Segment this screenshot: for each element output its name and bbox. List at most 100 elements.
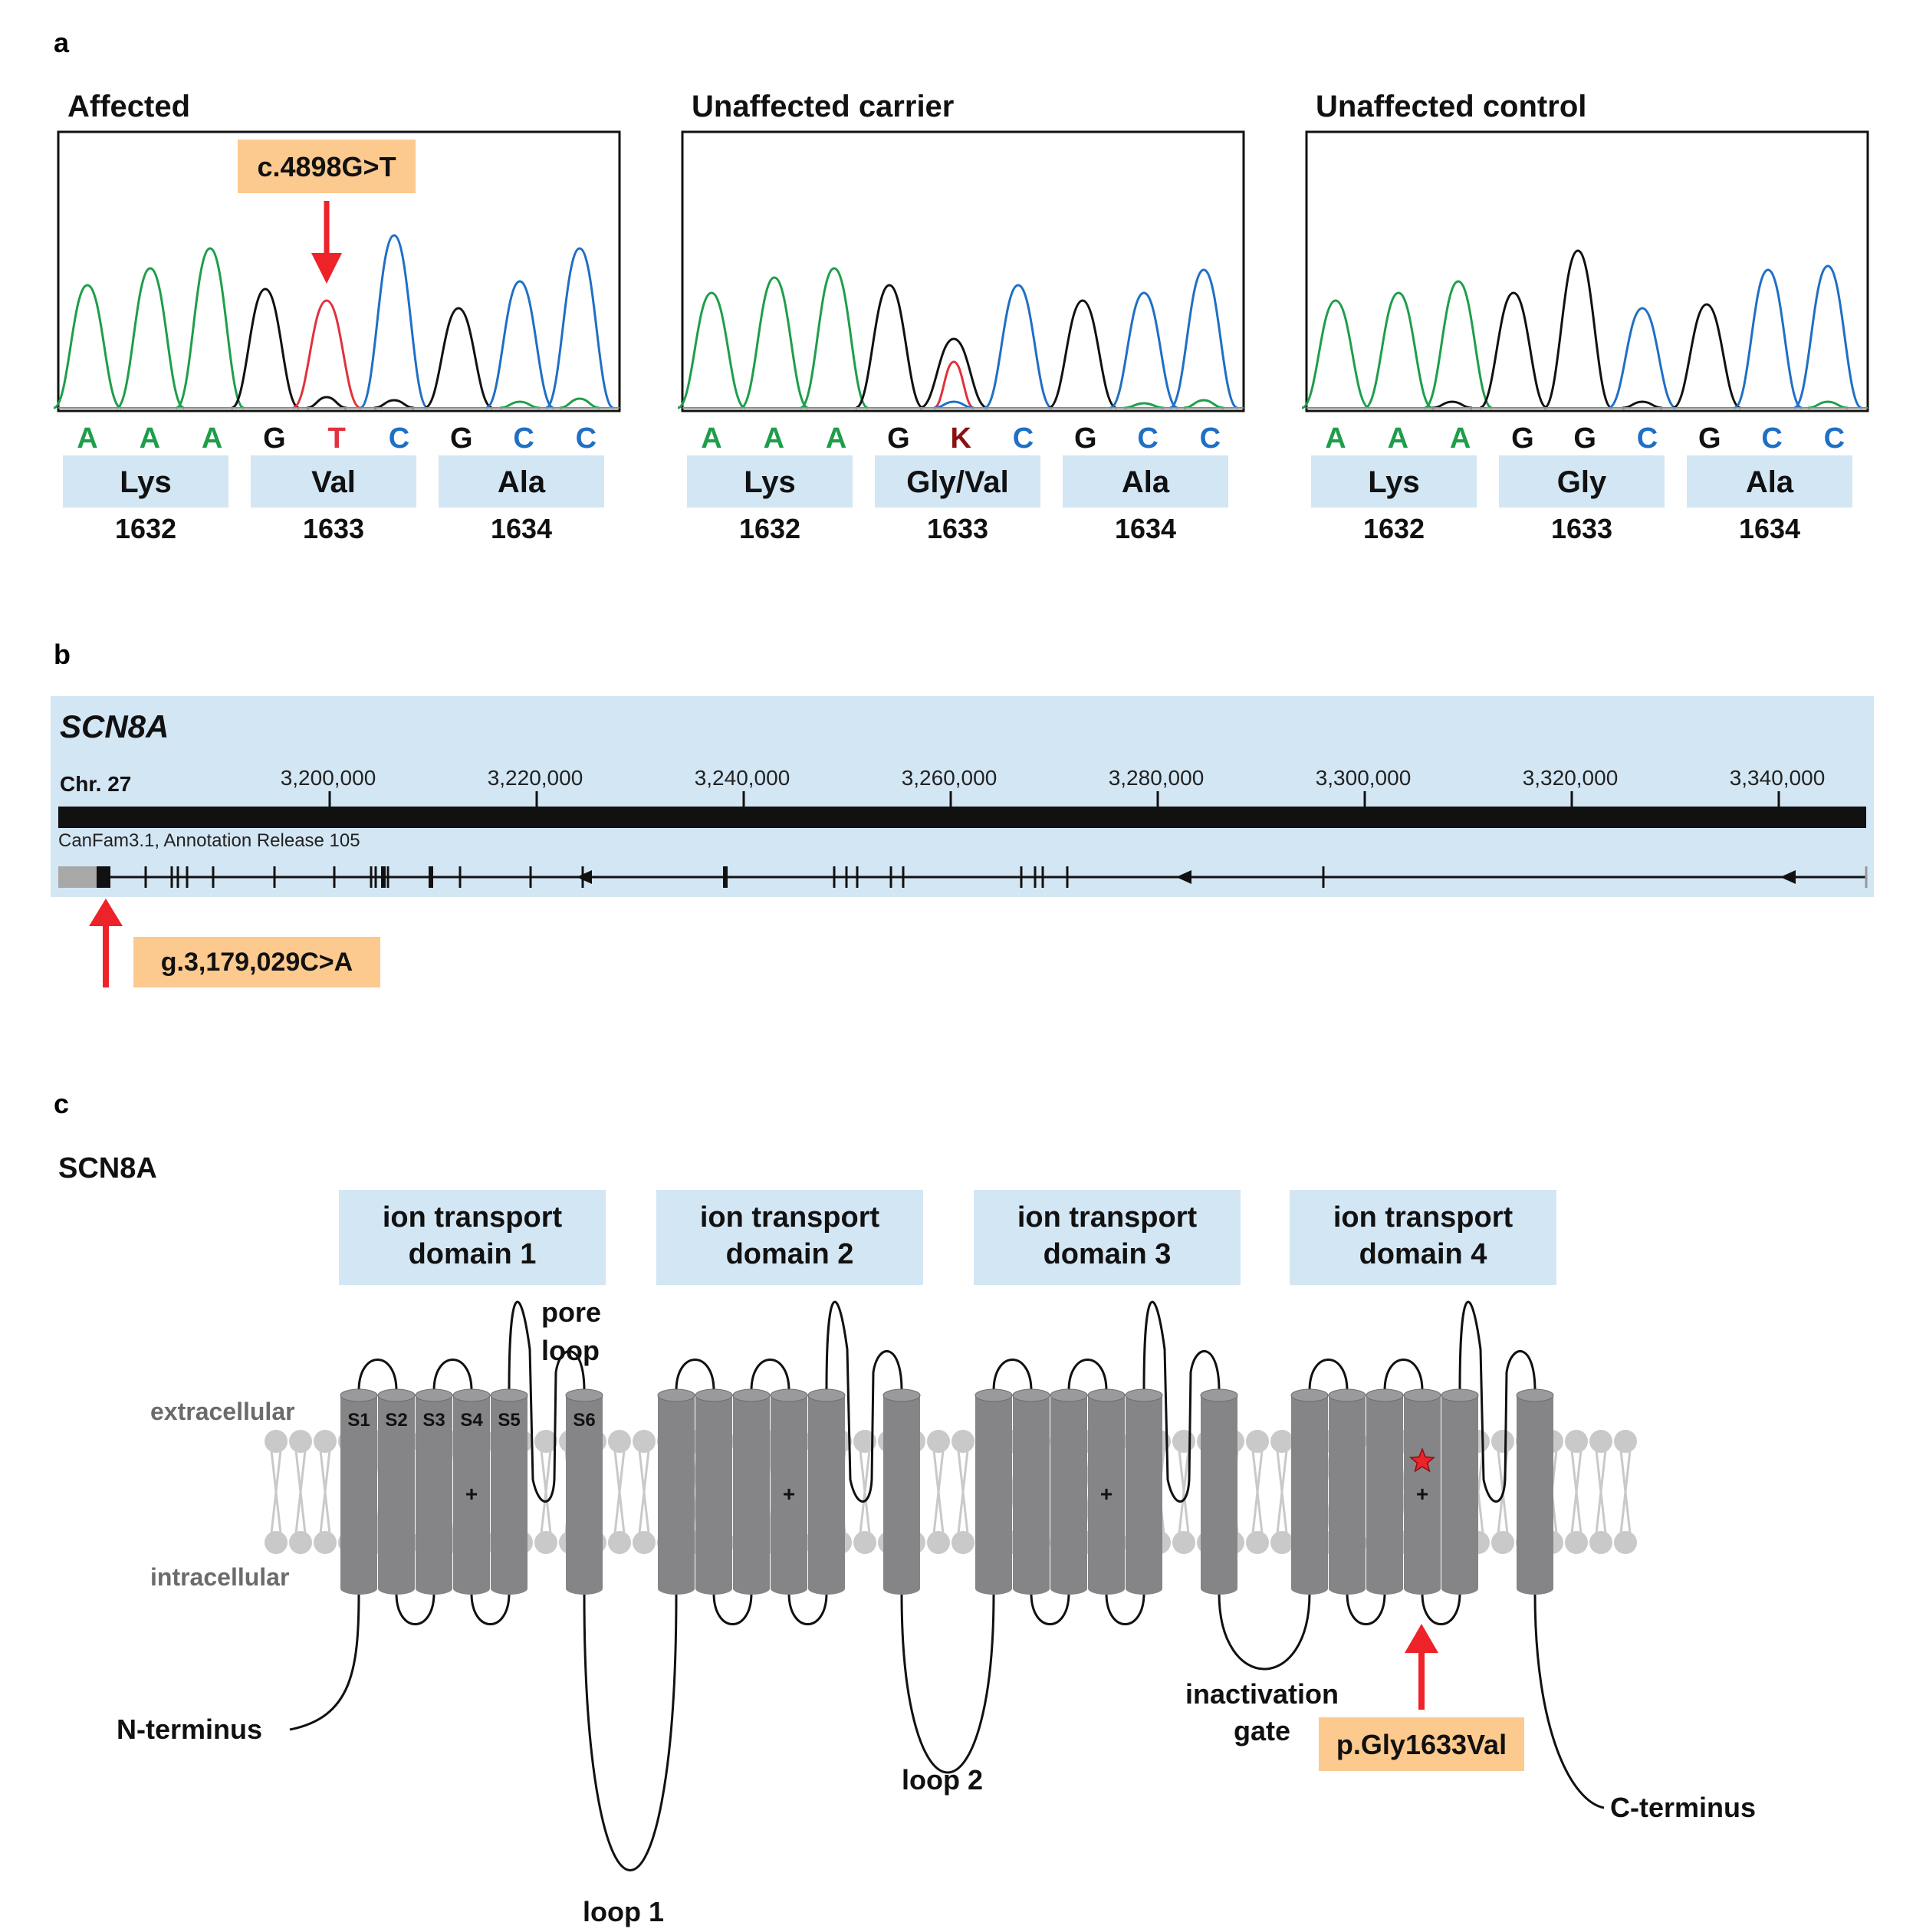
domain-label-line1: ion transport	[1333, 1201, 1514, 1234]
base-letter: C	[1637, 422, 1658, 455]
codon-box	[251, 455, 416, 508]
intracellular-loop	[470, 1592, 511, 1625]
lipid-tail	[294, 1450, 307, 1534]
lipid-tail	[1570, 1450, 1583, 1534]
transmembrane-segment-top	[807, 1388, 846, 1402]
loop-2-label: loop 2	[902, 1764, 983, 1796]
segment-label: S6	[573, 1410, 595, 1431]
intracellular-loop	[1421, 1592, 1461, 1625]
chromatogram-panel: Unaffected control A A A G G C G C C Lys 1632 Gly 163…	[1301, 90, 1869, 544]
pore-loop-label-1: pore	[541, 1296, 601, 1328]
base-letter: T	[328, 422, 346, 455]
lipid-head	[927, 1430, 950, 1453]
transmembrane-segment	[771, 1395, 807, 1589]
domain-box	[656, 1190, 923, 1285]
lipid-tail	[1251, 1450, 1264, 1534]
trace-peak	[1424, 280, 1493, 409]
amino-acid-label: Ala	[1746, 465, 1794, 499]
lipid-head	[853, 1430, 876, 1453]
pore-segment-s6-top	[1516, 1388, 1554, 1402]
domain-label-line1: ion transport	[383, 1201, 563, 1234]
panel-a-label: a	[54, 27, 70, 58]
lipid-head	[314, 1531, 337, 1554]
transmembrane-segment-top	[657, 1388, 695, 1402]
pore-segment-s6-top	[882, 1388, 921, 1402]
domain-label-line1: ion transport	[700, 1201, 880, 1234]
voltage-sensor-charge: +	[465, 1482, 478, 1506]
pore-loop	[1458, 1300, 1537, 1503]
coordinate-tick-label: 3,220,000	[488, 766, 583, 790]
trace-peak	[424, 307, 493, 409]
amino-acid-label: Lys	[1368, 465, 1419, 499]
codon-position: 1633	[1551, 513, 1612, 544]
lipid-tail	[638, 1450, 650, 1534]
amino-acid-label: Gly	[1557, 465, 1607, 499]
pore-loop-label-2: loop	[541, 1335, 600, 1366]
trace-peak	[1734, 268, 1803, 409]
intracellular-loop	[1030, 1592, 1070, 1625]
transmembrane-segment	[1366, 1395, 1403, 1589]
mutation-label-box	[238, 140, 416, 193]
transmembrane-segment-bottom	[771, 1582, 807, 1595]
lipid-tail	[613, 1450, 626, 1534]
segment-label: S1	[347, 1410, 370, 1431]
trace-peak	[53, 284, 122, 409]
voltage-sensor-charge: +	[1416, 1482, 1428, 1506]
lipid-head	[1589, 1531, 1612, 1554]
base-letter: C	[1761, 422, 1782, 455]
coordinate-tick-label: 3,340,000	[1730, 766, 1826, 790]
trace-peak	[360, 234, 429, 409]
c-terminus-label: C-terminus	[1610, 1792, 1756, 1823]
transmembrane-segment-bottom	[1441, 1582, 1478, 1595]
lipid-head	[1565, 1430, 1588, 1453]
extracellular-label: extracellular	[150, 1398, 295, 1425]
transmembrane-segment-top	[1366, 1388, 1404, 1402]
variant-arrowhead-c	[1405, 1624, 1438, 1653]
extracellular-loop	[1308, 1359, 1349, 1392]
intracellular-loop	[787, 1592, 828, 1625]
transmembrane-segment	[733, 1395, 770, 1589]
intracellular-label: intracellular	[150, 1563, 289, 1591]
codon-box	[687, 455, 853, 508]
trace-peak	[1543, 249, 1612, 409]
lipid-tail	[859, 1450, 871, 1534]
trace-peak	[545, 247, 614, 409]
trace-minor-peak	[1431, 400, 1473, 409]
domain-label-line2: domain 1	[409, 1238, 537, 1270]
lipid-head	[1172, 1430, 1195, 1453]
annotation-release: CanFam3.1, Annotation Release 105	[58, 830, 360, 851]
base-letter: G	[887, 422, 910, 455]
lipid-head	[1589, 1430, 1612, 1453]
trace-peak	[1793, 264, 1862, 409]
transmembrane-segment-top	[695, 1388, 733, 1402]
transmembrane-segment-bottom	[1329, 1582, 1366, 1595]
lipid-head	[608, 1430, 631, 1453]
transmembrane-segment	[1050, 1395, 1087, 1589]
transmembrane-segment	[975, 1395, 1012, 1589]
chromatogram-frame	[1305, 130, 1869, 412]
amino-acid-label: Gly/Val	[906, 465, 1008, 499]
n-terminus-tail	[289, 1592, 360, 1731]
transmembrane-segment-top	[1050, 1388, 1088, 1402]
lipid-head	[1565, 1531, 1588, 1554]
trace-minor-peak	[1123, 402, 1165, 409]
amino-acid-label: Ala	[498, 465, 546, 499]
codon-position: 1634	[491, 513, 552, 544]
mutation-star	[1408, 1447, 1436, 1473]
domain-box	[339, 1190, 606, 1285]
variant-arrowhead-b	[89, 899, 123, 926]
trace-peak	[800, 267, 869, 409]
transmembrane-segment-top	[732, 1388, 771, 1402]
transcription-direction-arrow	[1780, 870, 1796, 884]
chromatogram-panel: Unaffected carrier A A A G K C G C C Lys 1632 Gly/Va…	[677, 90, 1245, 544]
trace-minor-peak	[499, 400, 541, 409]
base-letter: A	[1325, 422, 1346, 455]
transmembrane-segment	[1291, 1395, 1328, 1589]
base-letter: G	[1074, 422, 1097, 455]
coordinate-tick-label: 3,240,000	[695, 766, 790, 790]
transmembrane-segment-top	[340, 1388, 378, 1402]
base-letter: A	[1450, 422, 1471, 455]
protein-variant-box	[1319, 1717, 1524, 1771]
transmembrane-segment-top	[1328, 1388, 1366, 1402]
